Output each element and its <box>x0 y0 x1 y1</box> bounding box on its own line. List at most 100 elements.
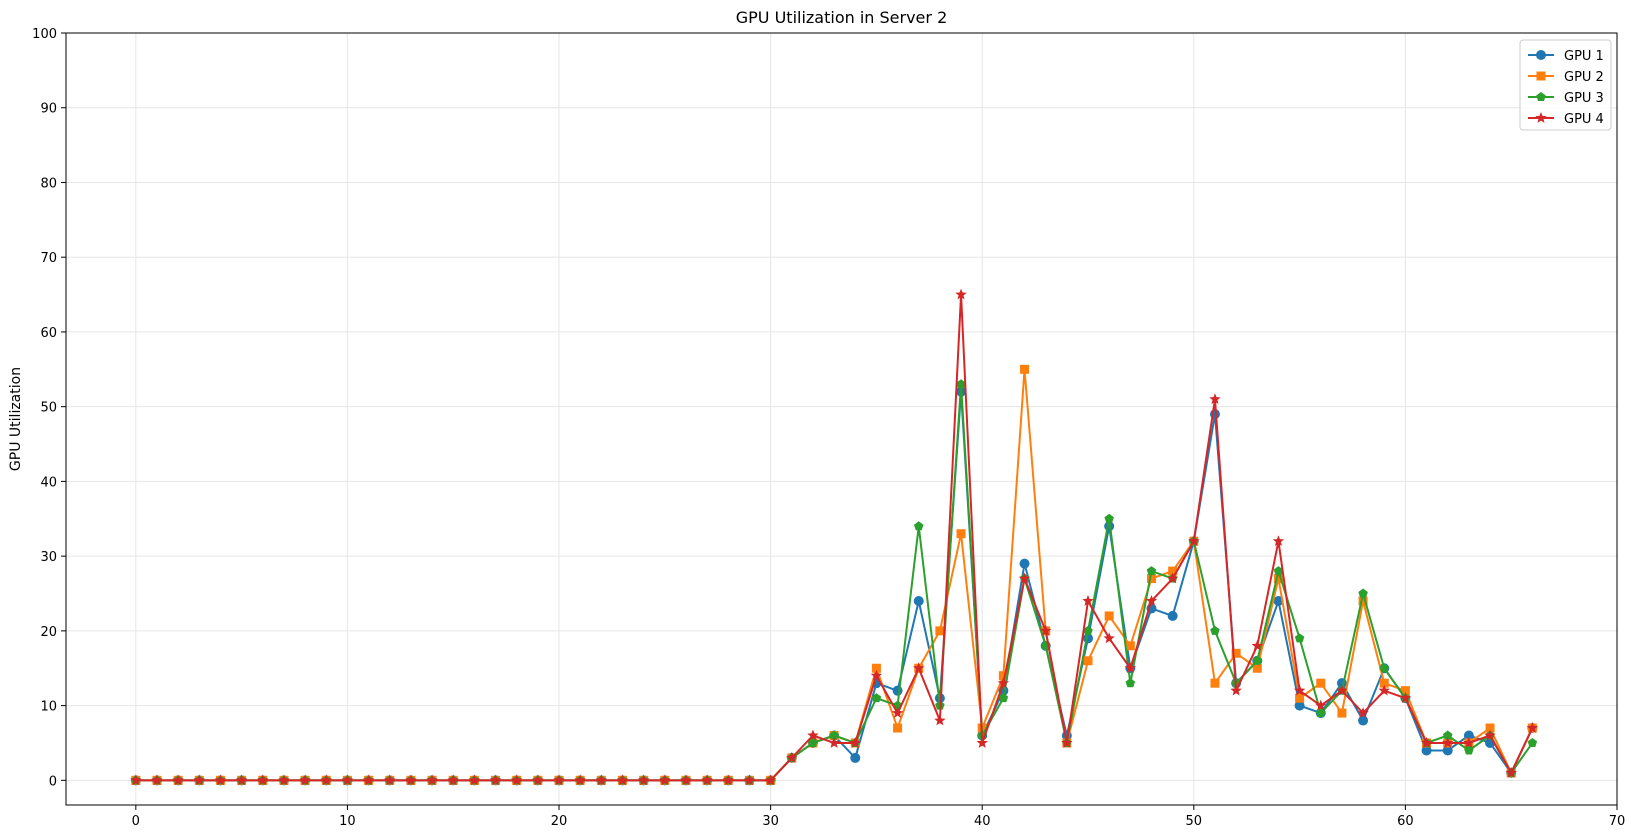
data-point-gpu-4 <box>278 774 290 786</box>
data-point-gpu-4 <box>870 669 883 681</box>
x-tick-label: 70 <box>1609 814 1626 829</box>
data-point-gpu-4 <box>426 774 438 786</box>
y-tick-label: 90 <box>40 102 57 117</box>
data-point-gpu-4 <box>1420 736 1433 748</box>
data-point-gpu-1 <box>1421 745 1432 756</box>
data-point-gpu-4 <box>510 774 523 786</box>
data-point-gpu-4 <box>1336 684 1348 696</box>
series-line-gpu-2 <box>135 368 1534 782</box>
data-point-gpu-4 <box>1251 639 1263 651</box>
data-point-gpu-4 <box>1188 535 1200 547</box>
data-point-gpu-4 <box>1230 684 1242 696</box>
data-point-gpu-4 <box>1315 699 1327 711</box>
data-point-gpu-4 <box>1484 729 1496 741</box>
x-tick-label: 60 <box>1397 814 1414 829</box>
legend-marker-gpu-2 <box>1536 71 1546 81</box>
data-point-gpu-4 <box>1272 535 1285 547</box>
data-point-gpu-4 <box>934 714 946 726</box>
data-point-gpu-4 <box>722 774 734 786</box>
data-point-gpu-3 <box>1083 625 1093 635</box>
plot-area-frame <box>65 32 1618 806</box>
data-point-gpu-2 <box>1273 574 1283 584</box>
data-point-gpu-2 <box>1337 708 1347 718</box>
data-point-gpu-4 <box>1399 692 1412 703</box>
data-point-gpu-2 <box>1400 686 1410 696</box>
series-gpu-3 <box>131 379 1538 785</box>
data-point-gpu-2 <box>1231 648 1241 658</box>
x-tick-label: 20 <box>551 814 568 829</box>
data-point-gpu-4 <box>616 774 629 786</box>
data-point-gpu-4 <box>1145 594 1158 606</box>
data-point-gpu-4 <box>405 774 417 786</box>
data-point-gpu-4 <box>1357 707 1369 718</box>
data-point-gpu-4 <box>130 774 142 786</box>
data-point-gpu-1 <box>1463 730 1474 741</box>
data-point-gpu-1 <box>913 595 924 606</box>
data-point-gpu-1 <box>892 685 903 696</box>
data-point-gpu-4 <box>659 774 671 786</box>
data-point-gpu-3 <box>1125 678 1136 688</box>
data-point-gpu-4 <box>891 707 904 718</box>
data-point-gpu-4 <box>976 736 988 748</box>
data-point-gpu-4 <box>680 774 692 786</box>
data-point-gpu-4 <box>1505 766 1517 778</box>
data-point-gpu-4 <box>807 729 819 741</box>
data-point-gpu-4 <box>913 662 925 674</box>
data-point-gpu-4 <box>743 774 756 786</box>
data-point-gpu-3 <box>1442 730 1453 740</box>
legend-marker-gpu-3 <box>1536 92 1546 102</box>
data-point-gpu-3 <box>1294 633 1305 643</box>
data-point-gpu-3 <box>1527 737 1538 748</box>
data-point-gpu-1 <box>1019 558 1030 569</box>
data-point-gpu-3 <box>998 693 1009 703</box>
y-axis-label: GPU Utilization <box>8 367 24 471</box>
data-point-gpu-3 <box>1252 655 1263 665</box>
y-tick-label: 80 <box>40 176 57 191</box>
data-point-gpu-4 <box>320 774 332 786</box>
data-point-gpu-2 <box>1104 611 1114 621</box>
legend-marker-gpu-4 <box>1535 112 1547 123</box>
x-tick-label: 0 <box>132 814 140 829</box>
data-point-gpu-4 <box>955 288 967 300</box>
data-point-gpu-4 <box>299 774 311 786</box>
data-point-gpu-2 <box>1379 678 1389 688</box>
data-point-gpu-4 <box>341 774 354 786</box>
data-point-gpu-4 <box>447 774 459 786</box>
data-point-gpu-4 <box>997 677 1010 689</box>
data-point-gpu-4 <box>151 774 163 786</box>
data-point-gpu-4 <box>468 774 481 786</box>
legend-box <box>1519 39 1612 131</box>
data-point-gpu-4 <box>1124 662 1137 674</box>
data-point-gpu-4 <box>1463 736 1475 748</box>
data-point-gpu-3 <box>1146 566 1157 576</box>
data-point-gpu-1 <box>1294 700 1305 711</box>
data-point-gpu-4 <box>595 774 608 786</box>
grid-lines <box>66 32 1618 805</box>
x-tick-label: 40 <box>974 814 991 829</box>
data-point-gpu-4 <box>1082 594 1094 606</box>
data-point-gpu-2 <box>998 671 1008 681</box>
data-point-gpu-4 <box>1526 722 1539 733</box>
data-point-gpu-3 <box>1358 588 1368 598</box>
data-point-gpu-2 <box>1146 574 1156 584</box>
data-point-gpu-2 <box>1083 656 1093 666</box>
y-tick-label: 20 <box>40 625 57 640</box>
data-point-gpu-3 <box>1316 708 1326 718</box>
y-tick-label: 0 <box>49 774 57 789</box>
series-gpu-2 <box>131 364 1537 785</box>
data-point-gpu-4 <box>701 774 713 786</box>
data-point-gpu-2 <box>1358 596 1368 606</box>
data-point-gpu-3 <box>871 693 882 703</box>
legend-label-gpu-2: GPU 2 <box>1564 70 1604 85</box>
data-point-gpu-2 <box>1125 641 1135 651</box>
data-point-gpu-4 <box>362 774 375 786</box>
data-point-gpu-2 <box>1295 693 1305 703</box>
data-point-gpu-4 <box>1103 632 1115 644</box>
data-point-gpu-2 <box>871 663 881 673</box>
data-point-gpu-4 <box>786 751 798 763</box>
data-point-gpu-2 <box>1168 566 1178 576</box>
data-point-gpu-3 <box>913 521 924 531</box>
data-point-gpu-4 <box>1166 572 1179 584</box>
x-tick-label: 50 <box>1186 814 1203 829</box>
data-point-gpu-2 <box>1316 678 1326 688</box>
